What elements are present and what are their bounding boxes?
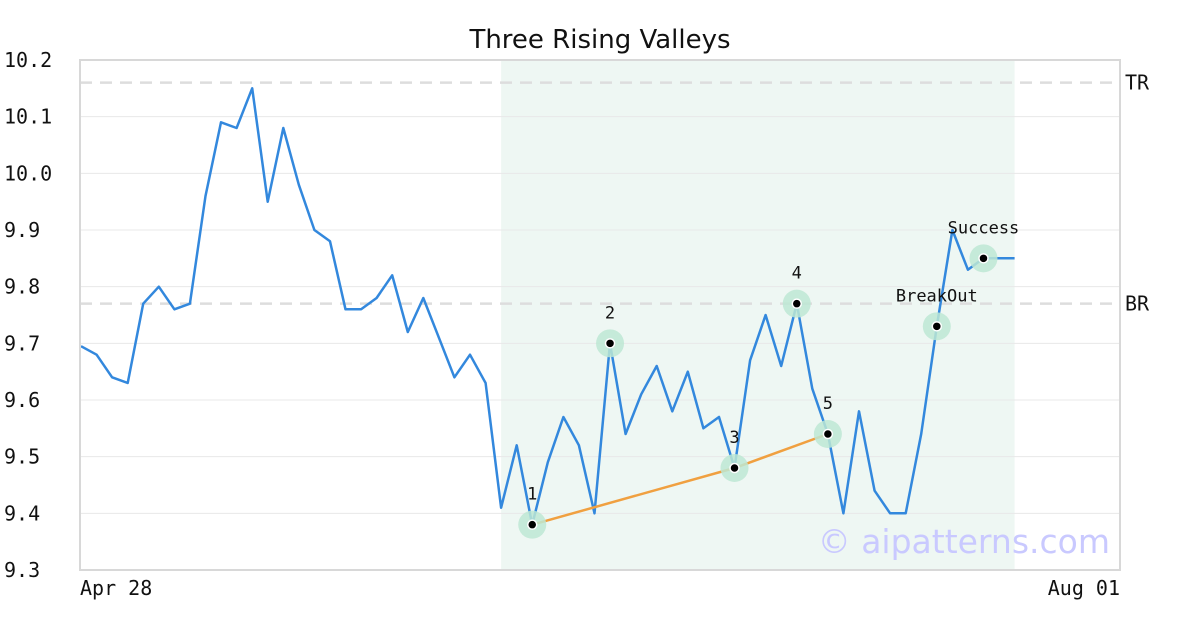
level-label: TR xyxy=(1125,71,1150,95)
level-layer: TR BR xyxy=(80,71,1150,316)
y-tick-label: 9.6 xyxy=(4,388,40,412)
point-label: 4 xyxy=(792,264,802,284)
y-tick-label: 9.4 xyxy=(4,501,40,525)
point-label: 3 xyxy=(729,428,739,448)
y-tick-label: 9.7 xyxy=(4,331,40,355)
tick-layer: 9.3 9.4 9.5 9.6 9.7 9.8 9.9 10.0 10.1 10.2 Apr 28 A… xyxy=(4,48,1120,600)
x-tick-label: Aug 01 xyxy=(1048,576,1120,600)
point-label: 5 xyxy=(823,394,833,414)
y-tick-label: 9.8 xyxy=(4,275,40,299)
y-tick-label: 9.9 xyxy=(4,218,40,242)
point-marker xyxy=(526,519,538,530)
y-tick-label: 9.3 xyxy=(4,558,40,582)
y-tick-label: 10.0 xyxy=(4,161,52,185)
y-tick-label: 10.1 xyxy=(4,105,52,129)
point-marker xyxy=(822,428,834,440)
point-marker xyxy=(729,462,740,474)
plot-frame xyxy=(79,59,1121,571)
x-tick-label: Apr 28 xyxy=(80,576,152,600)
point-label: 1 xyxy=(527,485,537,505)
chart-title: Three Rising Valleys xyxy=(468,25,730,55)
point-marker xyxy=(791,298,803,309)
price-line xyxy=(80,87,1015,526)
y-tick-label: 10.2 xyxy=(4,48,52,72)
level-label: BR xyxy=(1125,292,1150,316)
point-label: BreakOut xyxy=(896,286,978,306)
point-marker xyxy=(931,321,943,332)
marker-layer: 1 2 3 4 5 BreakOut Success xyxy=(518,218,1020,539)
point-label: 2 xyxy=(605,303,615,323)
point-label: Success xyxy=(948,218,1020,238)
point-marker xyxy=(604,338,616,349)
point-marker xyxy=(978,253,989,264)
watermark: © aipatterns.com xyxy=(818,522,1110,561)
y-tick-label: 9.5 xyxy=(4,445,40,469)
